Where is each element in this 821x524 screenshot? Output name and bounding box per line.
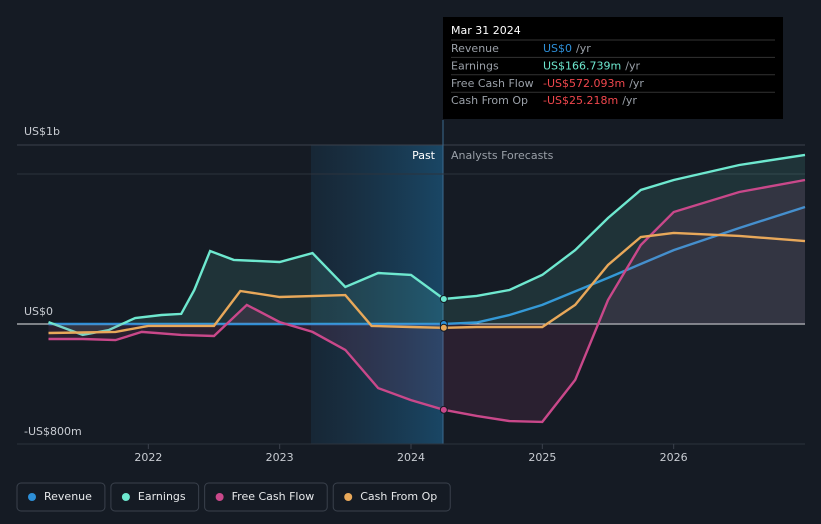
- legend-item[interactable]: Free Cash Flow: [204, 482, 328, 512]
- legend-label: Cash From Op: [360, 490, 437, 503]
- marker: [439, 294, 448, 303]
- past-label: Past: [412, 149, 436, 162]
- y-tick-label: -US$800m: [24, 425, 82, 438]
- marker: [439, 405, 448, 414]
- area: [48, 180, 805, 422]
- x-tick-label: 2023: [266, 451, 294, 464]
- x-tick-label: 2025: [528, 451, 556, 464]
- legend-button[interactable]: [332, 482, 451, 512]
- tooltip-date: Mar 31 2024: [451, 24, 521, 37]
- x-tick-label: 2022: [134, 451, 162, 464]
- x-tick-label: 2024: [397, 451, 425, 464]
- legend-swatch: [344, 493, 353, 501]
- legend-button[interactable]: [204, 482, 328, 512]
- tooltip-label: Free Cash Flow: [451, 77, 534, 90]
- forecast-label: Analysts Forecasts: [451, 149, 554, 162]
- tooltip-value: US$0: [543, 42, 572, 55]
- legend-item[interactable]: Cash From Op: [332, 482, 451, 512]
- series-line: [48, 205, 806, 326]
- series-line: [48, 231, 806, 335]
- tooltip-unit: /yr: [625, 59, 640, 72]
- tooltip-value: -US$572.093m: [543, 77, 625, 90]
- tooltip-value: -US$25.218m: [543, 94, 618, 107]
- legend-label: Revenue: [44, 490, 92, 503]
- legend-swatch: [28, 493, 36, 501]
- legend-label: Free Cash Flow: [232, 490, 315, 503]
- legend-item[interactable]: Revenue: [16, 482, 106, 512]
- marker: [439, 323, 448, 332]
- legend-label: Earnings: [138, 490, 186, 503]
- legend-swatch: [215, 493, 224, 501]
- legend-button[interactable]: [16, 482, 106, 512]
- tooltip-label: Cash From Op: [451, 94, 528, 107]
- tooltip-label: Earnings: [451, 59, 499, 72]
- tooltip-unit: /yr: [629, 77, 644, 90]
- series-line: [48, 153, 806, 337]
- x-tick-label: 2026: [660, 451, 688, 464]
- legend-button[interactable]: [110, 482, 200, 512]
- area: [48, 154, 805, 335]
- y-tick-label: US$0: [24, 305, 53, 318]
- y-tick-label: US$1b: [24, 125, 60, 138]
- legend-swatch: [121, 493, 130, 501]
- tooltip-value: US$166.739m: [543, 59, 621, 72]
- series-line: [48, 178, 806, 424]
- tooltip-unit: /yr: [622, 94, 637, 107]
- legend-item[interactable]: Earnings: [110, 482, 200, 512]
- tooltip: [443, 17, 783, 119]
- tooltip-label: Revenue: [451, 42, 499, 55]
- tooltip-unit: /yr: [576, 42, 591, 55]
